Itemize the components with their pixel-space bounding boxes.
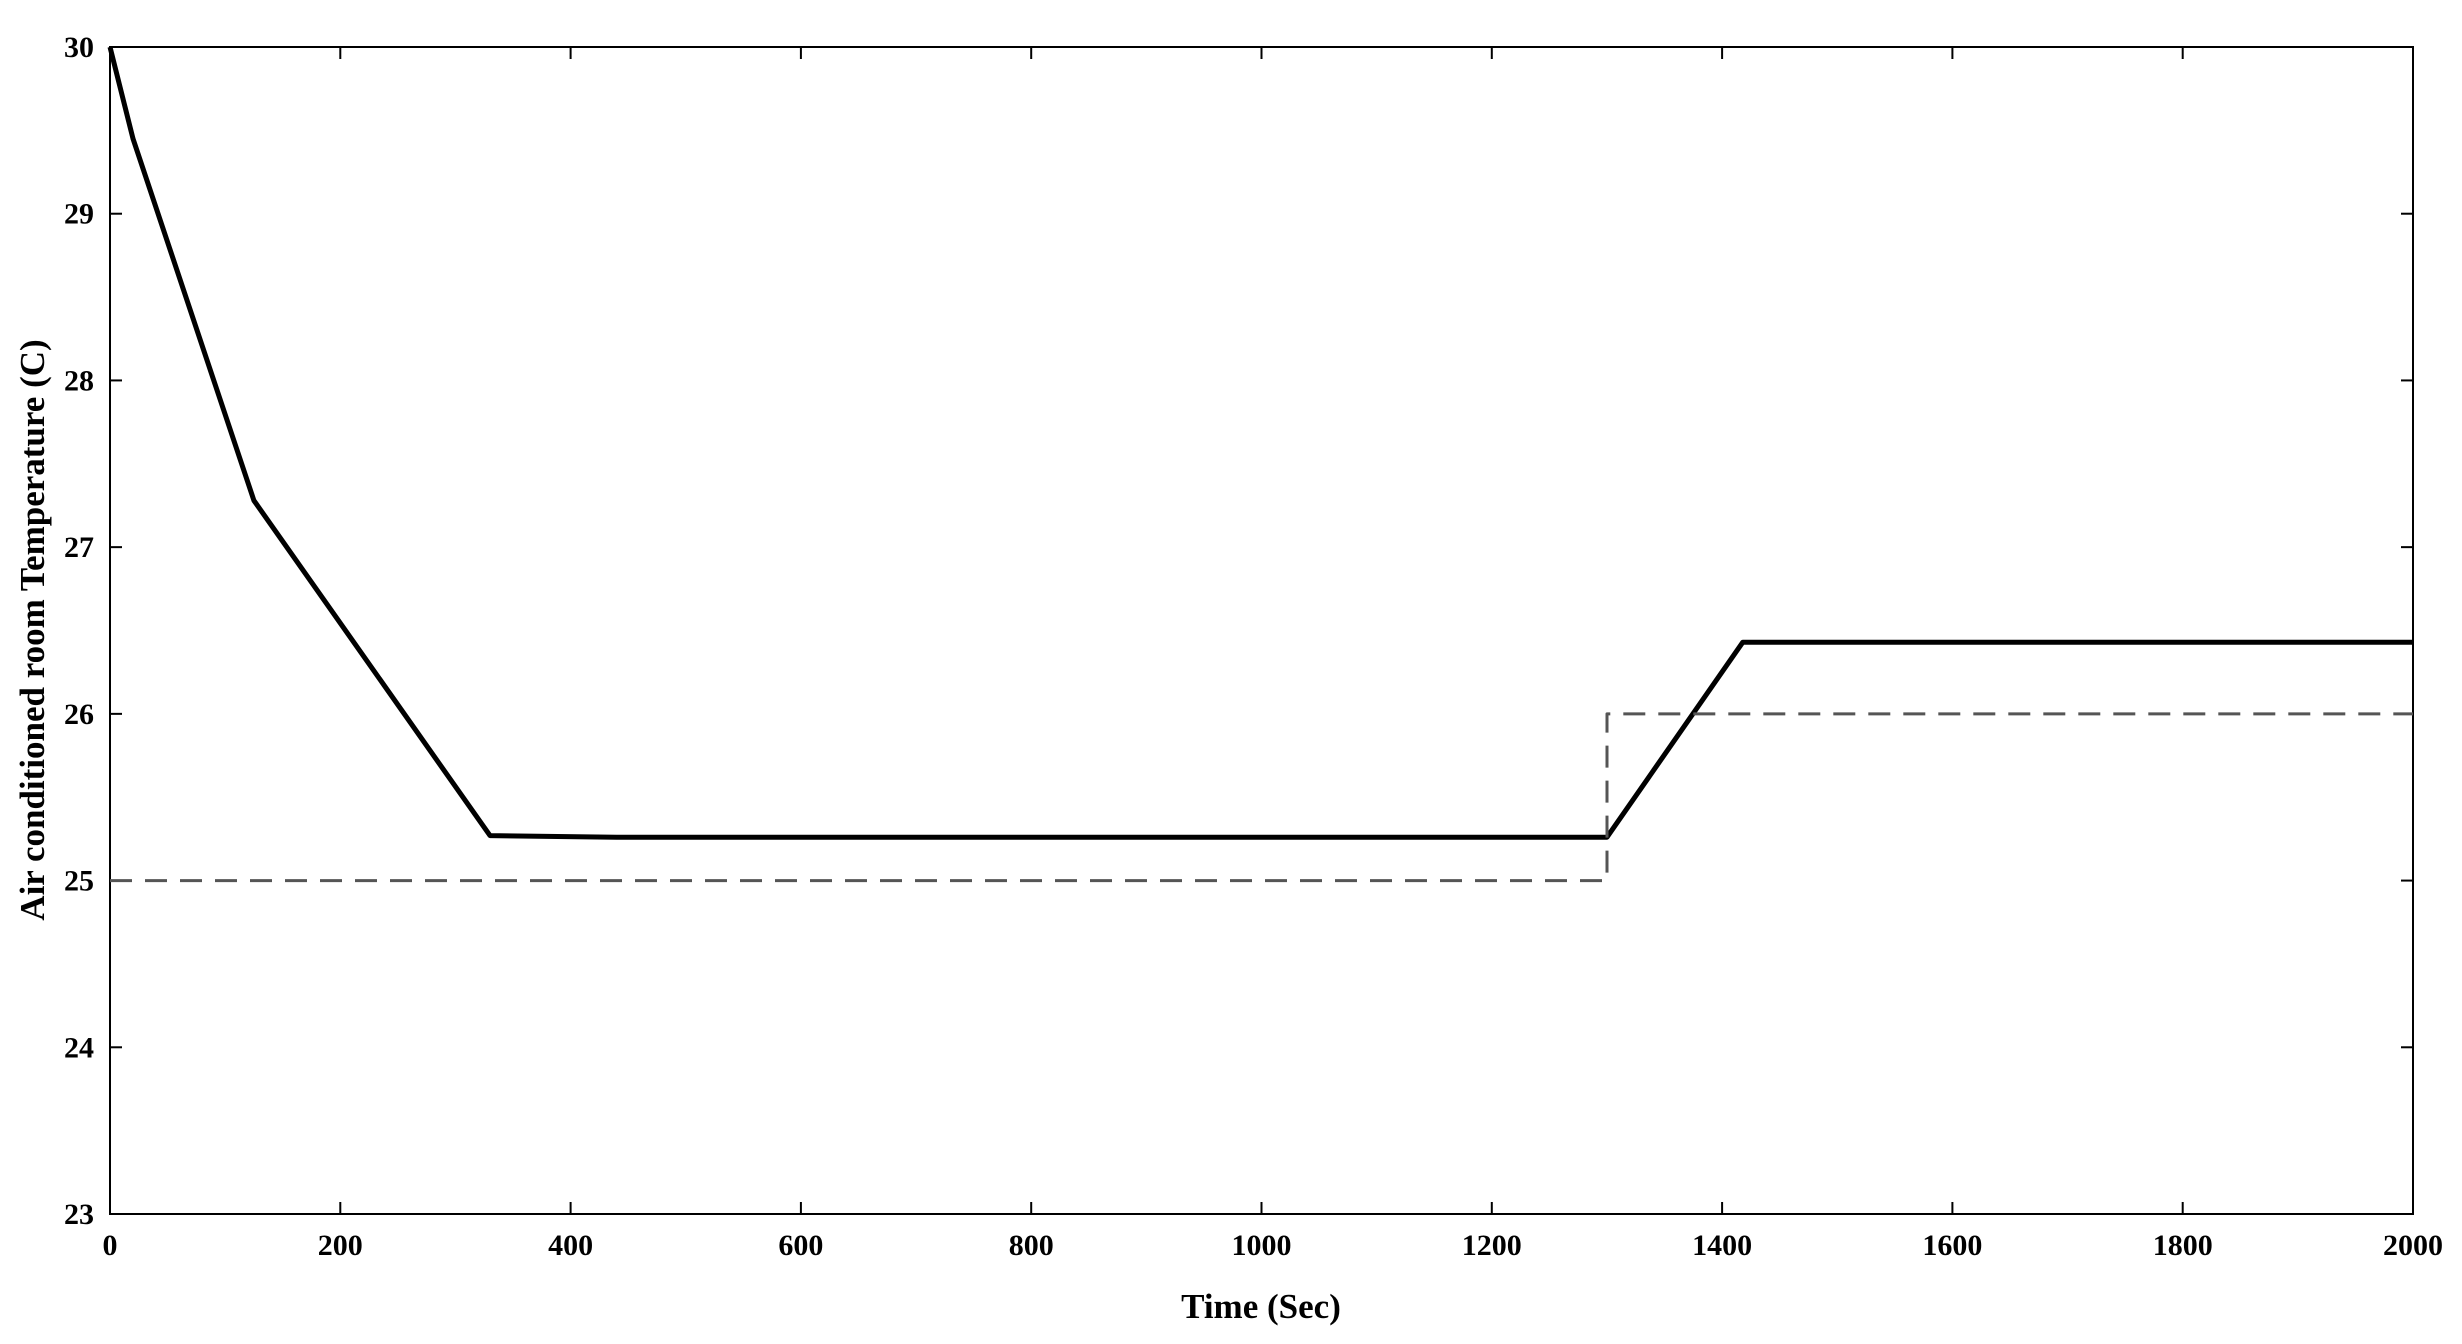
x-axis-title: Time (Sec) — [1181, 1287, 1341, 1326]
y-tick-label: 25 — [64, 865, 94, 898]
y-tick-label: 26 — [64, 698, 94, 731]
y-tick-label: 27 — [64, 531, 94, 564]
x-tick-label: 1800 — [2153, 1229, 2213, 1262]
y-tick-label: 28 — [64, 364, 94, 397]
x-tick-label: 1200 — [1462, 1229, 1522, 1262]
temperature-solid-line — [107, 46, 2413, 840]
y-tick-label: 23 — [64, 1198, 94, 1231]
setpoint-dashed-line — [110, 712, 2413, 883]
y-axis-title: Air conditioned room Temperature (C) — [13, 339, 52, 920]
series-layer — [107, 46, 2413, 883]
y-tick-label: 29 — [64, 198, 94, 231]
x-tick-label: 1000 — [1232, 1229, 1292, 1262]
x-tick-label: 400 — [548, 1229, 593, 1262]
plot-frame — [109, 46, 2414, 1215]
x-tick-label: 0 — [103, 1229, 118, 1262]
y-tick-label: 24 — [64, 1031, 94, 1064]
x-tick-label: 1400 — [1692, 1229, 1752, 1262]
y-tick-label: 30 — [64, 31, 94, 64]
x-tick-label: 600 — [778, 1229, 823, 1262]
x-tick-label: 1600 — [1922, 1229, 1982, 1262]
x-tick-label: 2000 — [2383, 1229, 2443, 1262]
x-tick-label: 200 — [318, 1229, 363, 1262]
x-tick-label: 800 — [1009, 1229, 1054, 1262]
axis-ticks: 0 200 400 600 800 1000 1200 1400 1600 1800 2000 23 2… — [64, 31, 2443, 1262]
